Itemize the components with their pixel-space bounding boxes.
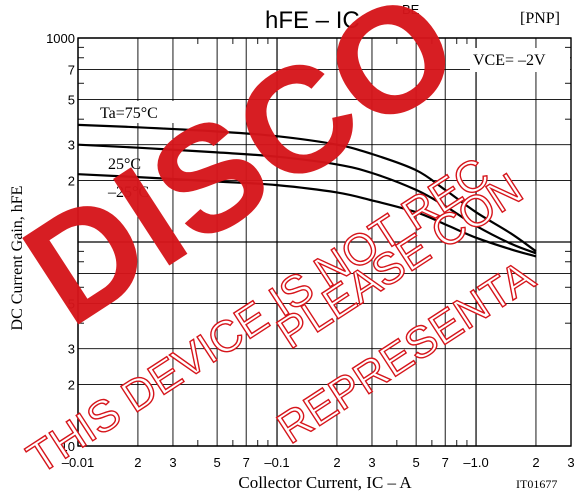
x-tick-label: 2 [333, 455, 340, 470]
y-axis-label: DC Current Gain, hFE [9, 186, 26, 331]
x-tick-label: 2 [532, 455, 539, 470]
series-curves [77, 123, 537, 258]
x-tick-label: 5 [213, 455, 220, 470]
y-tick-label: 3 [68, 342, 75, 357]
y-tick-label: 10 [61, 439, 75, 454]
axis-ticks: –0.01 2 3 5 7 –0.1 2 3 5 7 –1.0 2 3 1000 7 5 3 2 5 3 2 10 [46, 31, 575, 470]
condition-label: VCE= –2V [473, 52, 546, 69]
x-tick-label: 2 [134, 455, 141, 470]
device-type-label: [PNP] [520, 10, 560, 27]
series-line-0 [77, 123, 537, 253]
x-tick-label: 3 [169, 455, 176, 470]
x-tick-label: –0.01 [62, 455, 95, 470]
series-label-minus25c: –25°C [107, 184, 149, 201]
series-line-1 [77, 143, 537, 255]
y-tick-label: 3 [68, 138, 75, 153]
figure-id: IT01677 [516, 477, 557, 491]
y-tick-label: 2 [68, 174, 75, 189]
x-tick-label: 7 [442, 455, 449, 470]
chart-subtitle: BE [402, 2, 420, 17]
y-tick-label: 1000 [46, 31, 75, 46]
x-tick-label: 3 [567, 455, 574, 470]
x-tick-label: 7 [243, 455, 250, 470]
series-label-75c: Ta=75°C [100, 105, 158, 122]
x-axis-label: Collector Current, IC – A [238, 473, 412, 492]
y-tick-label: 2 [68, 378, 75, 393]
series-label-box [98, 101, 176, 123]
x-tick-label: 3 [368, 455, 375, 470]
y-tick-label: 7 [68, 63, 75, 78]
x-tick-label: –1.0 [463, 455, 488, 470]
grid [77, 37, 572, 447]
condition-label-box [470, 48, 570, 72]
y-tick-label: 5 [68, 296, 75, 311]
chart-title: hFE – IC [265, 7, 360, 34]
x-tick-label: 5 [413, 455, 420, 470]
y-tick-label: 5 [68, 92, 75, 107]
series-line-2 [77, 173, 537, 258]
x-tick-label: –0.1 [264, 455, 289, 470]
series-label-25c: 25°C [108, 156, 141, 173]
